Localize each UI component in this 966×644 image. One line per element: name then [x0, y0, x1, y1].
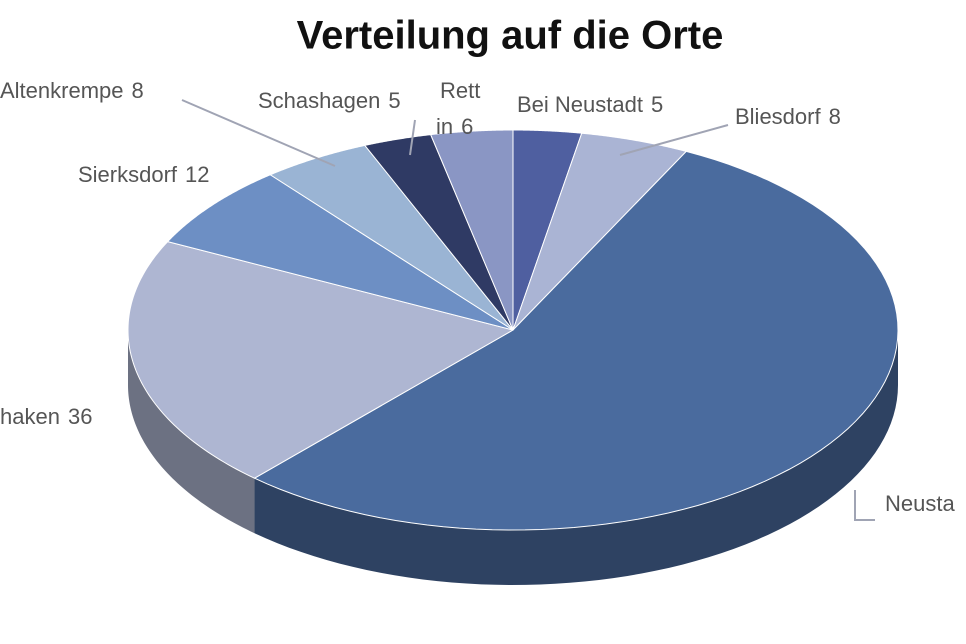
chart-title: Verteilung auf die Orte [297, 14, 724, 58]
leader-line [854, 490, 875, 521]
leader-line [619, 124, 729, 156]
data-label-name: Schashagen [258, 88, 380, 113]
data-label-name: Bliesdorf [735, 104, 821, 129]
pie-slice [253, 150, 899, 531]
pie-slice [363, 134, 514, 331]
data-label-value: 36 [68, 404, 92, 429]
data-label-value: 8 [829, 104, 841, 129]
data-label-value: 5 [651, 92, 663, 117]
data-label-value: 12 [185, 162, 209, 187]
pie-slice [166, 174, 514, 331]
data-label-name: Rett [440, 78, 480, 103]
pie-slice [512, 132, 688, 331]
data-label-value: 8 [132, 78, 144, 103]
leader-line [181, 99, 336, 167]
pie-side [254, 330, 898, 585]
data-label-name: haken [0, 404, 60, 429]
data-label-name: Neusta [885, 491, 955, 516]
data-label-name: Sierksdorf [78, 162, 178, 187]
pie-side [128, 330, 255, 534]
data-label-name: Altenkrempe [0, 78, 124, 103]
data-label-value: 6 [461, 114, 473, 139]
leader-line [409, 119, 416, 156]
pie-slice [429, 129, 514, 331]
pie-slice [127, 241, 515, 479]
data-label-name: in [436, 114, 453, 139]
data-label-value: 5 [388, 88, 400, 113]
data-label-name: Bei Neustadt [517, 92, 643, 117]
